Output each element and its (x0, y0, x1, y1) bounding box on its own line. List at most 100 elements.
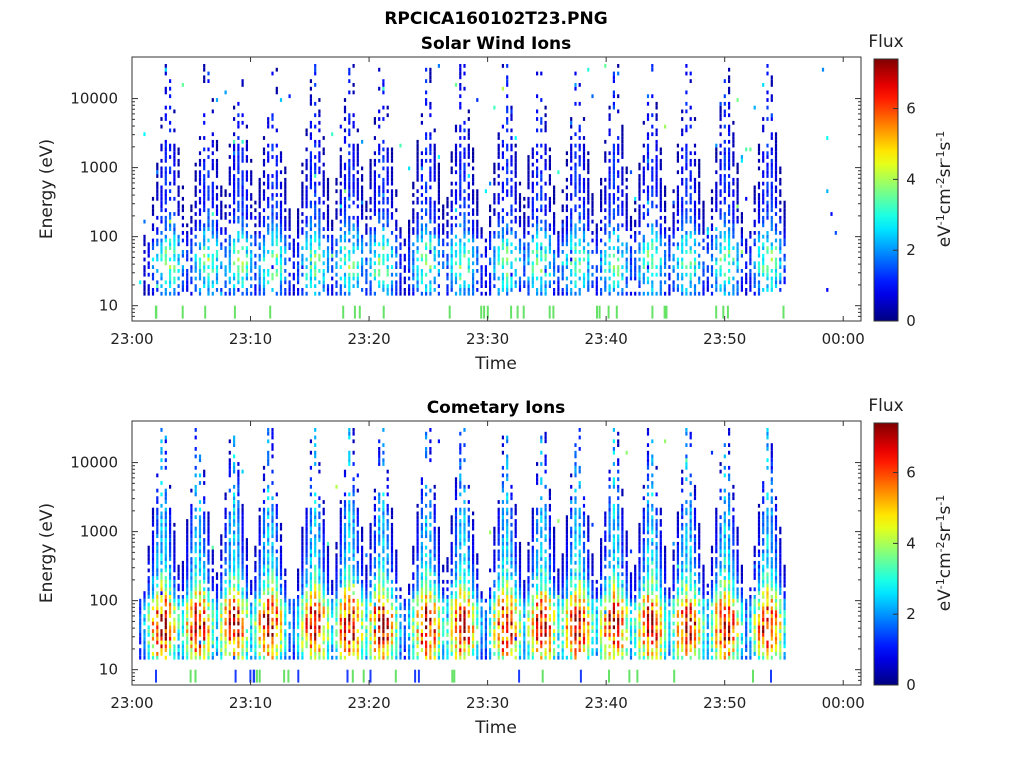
heatmap-cell (715, 276, 718, 281)
heatmap-cell (728, 280, 731, 285)
heatmap-cell (429, 215, 432, 220)
heatmap-cell (228, 511, 231, 516)
heatmap-cell (322, 136, 325, 140)
heatmap-cell (382, 215, 385, 220)
heatmap-cell (224, 652, 227, 656)
heatmap-cell (228, 652, 231, 656)
heatmap-cell (164, 113, 167, 118)
heatmap-cell (237, 507, 240, 512)
heatmap-cell (450, 257, 453, 262)
heatmap-cell (233, 655, 236, 660)
heatmap-cell (228, 614, 231, 618)
heatmap-cell (659, 280, 662, 285)
heatmap-cell (608, 117, 611, 121)
heatmap-cell (160, 174, 163, 178)
heatmap-cell (309, 234, 312, 239)
heatmap-cell (228, 538, 231, 542)
heatmap-cell (177, 238, 180, 243)
heatmap-cell (612, 75, 615, 80)
heatmap-cell (702, 219, 705, 224)
heatmap-cell (745, 250, 748, 254)
heatmap-cell (177, 257, 180, 262)
heatmap-cell (565, 193, 568, 197)
heatmap-cell (395, 291, 398, 296)
heatmap-cell (297, 265, 300, 269)
heatmap-cell (177, 564, 180, 569)
heatmap-cell (147, 652, 150, 656)
heatmap-cell (548, 272, 551, 277)
heatmap-cell (309, 98, 312, 102)
heatmap-cell (356, 246, 359, 250)
heatmap-cell (339, 208, 342, 213)
heatmap-cell (203, 253, 206, 258)
heatmap-cell (698, 158, 701, 163)
heatmap-cell (151, 587, 155, 592)
heatmap-cell (322, 284, 325, 288)
heatmap-cell (728, 231, 731, 235)
heatmap-cell (356, 227, 359, 231)
heatmap-cell (518, 257, 522, 262)
heatmap-cell (497, 162, 500, 167)
heatmap-cell (220, 583, 223, 588)
heatmap-cell (448, 305, 451, 319)
heatmap-cell (689, 219, 692, 224)
heatmap-cell (719, 166, 722, 171)
heatmap-cell (339, 200, 342, 205)
heatmap-cell (361, 208, 364, 213)
heatmap-cell (681, 132, 684, 137)
heatmap-cell (757, 231, 761, 235)
heatmap-cell (608, 132, 611, 137)
heatmap-cell (749, 234, 752, 239)
heatmap-cell (553, 196, 556, 201)
heatmap-cell (702, 265, 705, 269)
heatmap-cell (173, 280, 176, 285)
heatmap-cell (314, 174, 317, 178)
heatmap-cell (224, 549, 227, 554)
heatmap-cell (190, 265, 193, 269)
heatmap-cell (254, 223, 257, 228)
heatmap-cell (766, 151, 769, 156)
heatmap-cell (215, 602, 219, 607)
heatmap-cell (241, 208, 244, 213)
heatmap-cell (531, 200, 534, 205)
heatmap-cell (527, 284, 530, 288)
heatmap-cell (536, 170, 539, 175)
heatmap-cell (245, 587, 248, 592)
heatmap-cell (668, 288, 671, 292)
heatmap-cell (578, 101, 581, 106)
heatmap-cell (736, 193, 739, 197)
heatmap-cell (207, 147, 210, 152)
heatmap-cell (655, 219, 658, 224)
heatmap-cell (314, 170, 317, 175)
heatmap-cell (254, 568, 257, 573)
heatmap-cell (169, 541, 172, 546)
heatmap-cell (314, 124, 317, 129)
heatmap-cell (685, 242, 688, 247)
heatmap-cell (548, 158, 551, 163)
heatmap-cell (463, 234, 466, 239)
heatmap-cell (536, 193, 539, 197)
heatmap-cell (446, 257, 449, 262)
heatmap-cell (442, 265, 445, 269)
heatmap-cell (612, 181, 615, 186)
heatmap-cell (578, 177, 581, 182)
heatmap-cell (698, 291, 701, 296)
heatmap-cell (271, 250, 274, 254)
heatmap-cell (676, 288, 679, 292)
heatmap-cell (429, 158, 432, 163)
heatmap-cell (399, 261, 402, 266)
x-tick-label: 23:40 (585, 330, 628, 348)
heatmap-cell (228, 143, 231, 148)
heatmap-cell (237, 655, 240, 660)
x-tick-label: 23:10 (229, 330, 272, 348)
heatmap-cell (770, 83, 773, 87)
heatmap-cell (501, 261, 504, 266)
heatmap-cell (203, 269, 206, 273)
heatmap-cell (305, 291, 308, 296)
heatmap-cell (587, 280, 590, 285)
heatmap-cell (177, 193, 180, 197)
heatmap-cell (228, 280, 231, 285)
heatmap-cell (254, 629, 257, 633)
heatmap-cell (655, 117, 658, 121)
heatmap-cell (433, 177, 436, 182)
